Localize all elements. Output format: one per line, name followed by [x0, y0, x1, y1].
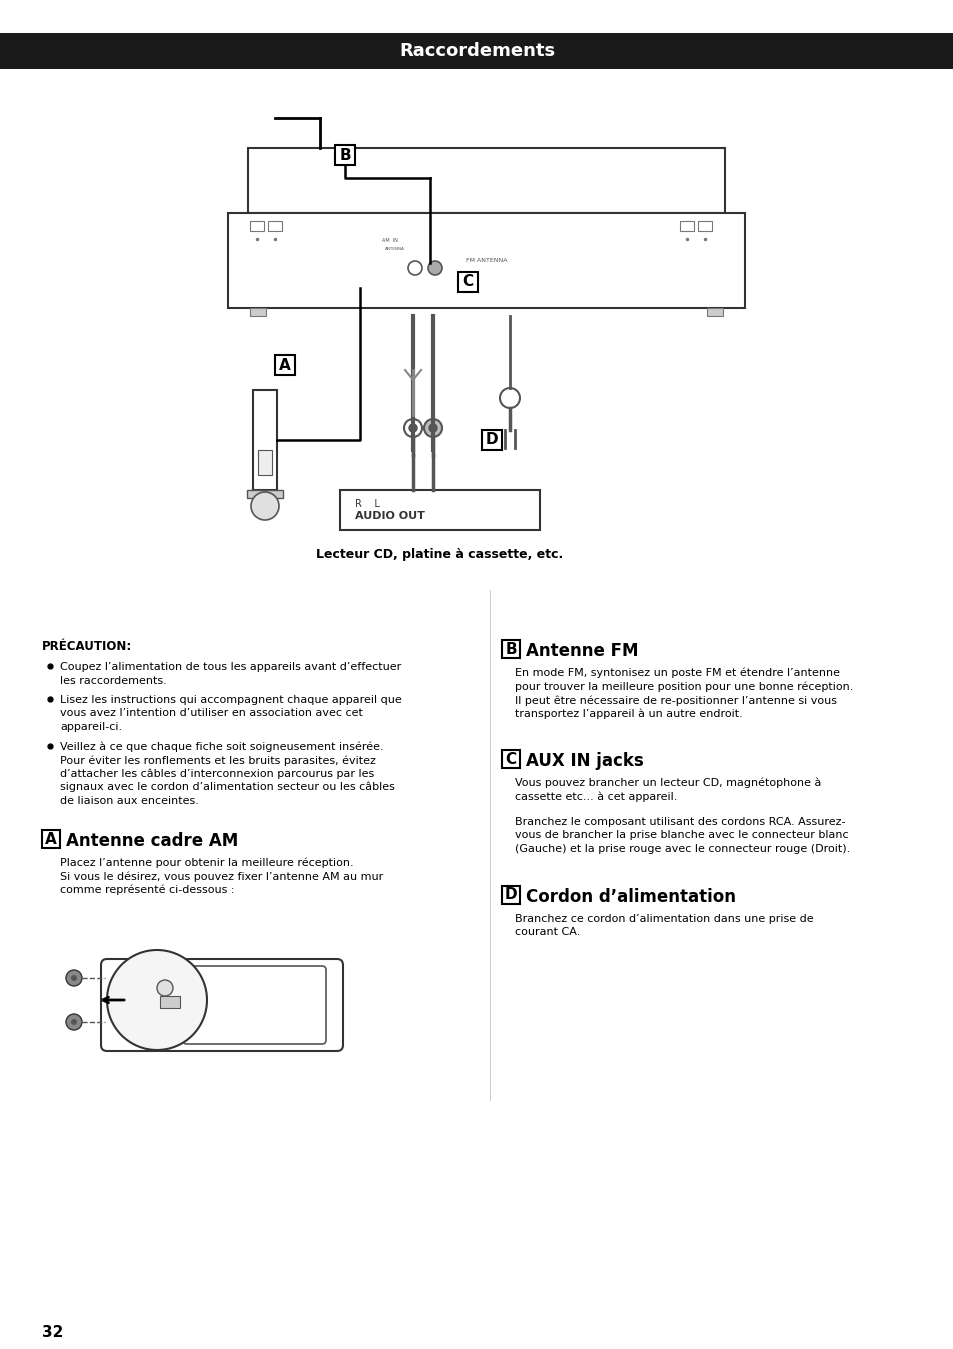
- FancyBboxPatch shape: [274, 355, 294, 375]
- Text: Coupez l’alimentation de tous les appareils avant d’effectuer: Coupez l’alimentation de tous les appare…: [60, 662, 401, 672]
- Circle shape: [66, 970, 82, 986]
- Text: Vous pouvez brancher un lecteur CD, magnétophone à: Vous pouvez brancher un lecteur CD, magn…: [515, 778, 821, 789]
- Text: pour trouver la meilleure position pour une bonne réception.: pour trouver la meilleure position pour …: [515, 681, 853, 692]
- Text: B: B: [339, 147, 351, 162]
- Circle shape: [107, 950, 207, 1050]
- Circle shape: [403, 420, 421, 437]
- Text: FM ANTENNA: FM ANTENNA: [466, 258, 507, 263]
- FancyBboxPatch shape: [160, 996, 180, 1008]
- FancyBboxPatch shape: [457, 272, 477, 291]
- Text: Antenne cadre AM: Antenne cadre AM: [66, 832, 238, 850]
- Text: R    L: R L: [355, 499, 379, 509]
- Circle shape: [71, 975, 77, 981]
- Circle shape: [409, 424, 416, 432]
- FancyBboxPatch shape: [339, 490, 539, 530]
- Circle shape: [66, 1014, 82, 1031]
- Text: Lisez les instructions qui accompagnent chaque appareil que: Lisez les instructions qui accompagnent …: [60, 695, 401, 706]
- Text: appareil-ci.: appareil-ci.: [60, 722, 122, 733]
- FancyBboxPatch shape: [481, 430, 501, 451]
- Text: Antenne FM: Antenne FM: [525, 642, 638, 660]
- Text: AUDIO OUT: AUDIO OUT: [355, 511, 424, 521]
- Text: vous de brancher la prise blanche avec le connecteur blanc: vous de brancher la prise blanche avec l…: [515, 831, 848, 840]
- Text: AUX IN jacks: AUX IN jacks: [525, 751, 643, 770]
- Text: PRÉCAUTION:: PRÉCAUTION:: [42, 639, 132, 653]
- Text: Cordon d’alimentation: Cordon d’alimentation: [525, 888, 735, 905]
- Text: 32: 32: [42, 1325, 63, 1340]
- Text: Il peut être nécessaire de re-positionner l’antenne si vous: Il peut être nécessaire de re-positionne…: [515, 695, 836, 706]
- Text: Raccordements: Raccordements: [398, 42, 555, 59]
- Text: Placez l’antenne pour obtenir la meilleure réception.: Placez l’antenne pour obtenir la meilleu…: [60, 858, 354, 869]
- Text: Si vous le désirez, vous pouvez fixer l’antenne AM au mur
comme représenté ci-de: Si vous le désirez, vous pouvez fixer l’…: [60, 871, 383, 894]
- Circle shape: [499, 389, 519, 407]
- Text: A: A: [279, 357, 291, 372]
- Text: Branchez le composant utilisant des cordons RCA. Assurez-: Branchez le composant utilisant des cord…: [515, 817, 844, 827]
- FancyBboxPatch shape: [247, 490, 283, 498]
- Text: ANTENNA: ANTENNA: [385, 247, 404, 251]
- FancyBboxPatch shape: [248, 148, 724, 213]
- FancyBboxPatch shape: [228, 213, 744, 308]
- FancyBboxPatch shape: [501, 639, 519, 658]
- FancyBboxPatch shape: [501, 885, 519, 904]
- Text: A: A: [45, 831, 57, 847]
- Text: signaux avec le cordon d’alimentation secteur ou les câbles: signaux avec le cordon d’alimentation se…: [60, 782, 395, 792]
- Text: cassette etc... à cet appareil.: cassette etc... à cet appareil.: [515, 792, 677, 803]
- FancyBboxPatch shape: [501, 750, 519, 768]
- Text: B: B: [505, 642, 517, 657]
- Text: D: D: [504, 888, 517, 902]
- FancyBboxPatch shape: [706, 308, 722, 316]
- Text: courant CA.: courant CA.: [515, 927, 579, 938]
- Text: vous avez l’intention d’utiliser en association avec cet: vous avez l’intention d’utiliser en asso…: [60, 708, 362, 719]
- Text: En mode FM, syntonisez un poste FM et étendre l’antenne: En mode FM, syntonisez un poste FM et ét…: [515, 668, 840, 679]
- Text: les raccordements.: les raccordements.: [60, 676, 167, 685]
- Text: C: C: [505, 751, 516, 766]
- Circle shape: [71, 1018, 77, 1025]
- FancyBboxPatch shape: [0, 32, 953, 69]
- FancyBboxPatch shape: [257, 451, 272, 475]
- Circle shape: [251, 492, 278, 519]
- FancyBboxPatch shape: [101, 959, 343, 1051]
- Text: de liaison aux enceintes.: de liaison aux enceintes.: [60, 796, 198, 805]
- Text: d’attacher les câbles d’interconnexion parcourus par les: d’attacher les câbles d’interconnexion p…: [60, 769, 374, 778]
- Circle shape: [423, 420, 441, 437]
- FancyBboxPatch shape: [42, 830, 60, 849]
- FancyBboxPatch shape: [253, 390, 276, 490]
- Circle shape: [428, 260, 441, 275]
- Text: Lecteur CD, platine à cassette, etc.: Lecteur CD, platine à cassette, etc.: [316, 548, 563, 561]
- FancyBboxPatch shape: [183, 966, 326, 1044]
- Circle shape: [157, 979, 172, 996]
- Text: C: C: [462, 274, 473, 290]
- Circle shape: [429, 424, 436, 432]
- FancyBboxPatch shape: [250, 308, 266, 316]
- Text: transportez l’appareil à un autre endroit.: transportez l’appareil à un autre endroi…: [515, 708, 742, 719]
- Text: D: D: [485, 433, 497, 448]
- Text: AM  IN: AM IN: [381, 239, 397, 244]
- Text: Pour éviter les ronflements et les bruits parasites, évitez: Pour éviter les ronflements et les bruit…: [60, 755, 375, 765]
- Text: Branchez ce cordon d’alimentation dans une prise de: Branchez ce cordon d’alimentation dans u…: [515, 913, 813, 924]
- Text: (Gauche) et la prise rouge avec le connecteur rouge (Droit).: (Gauche) et la prise rouge avec le conne…: [515, 844, 849, 854]
- FancyBboxPatch shape: [335, 144, 355, 165]
- Circle shape: [408, 260, 421, 275]
- Text: Veillez à ce que chaque fiche soit soigneusement insérée.: Veillez à ce que chaque fiche soit soign…: [60, 742, 383, 751]
